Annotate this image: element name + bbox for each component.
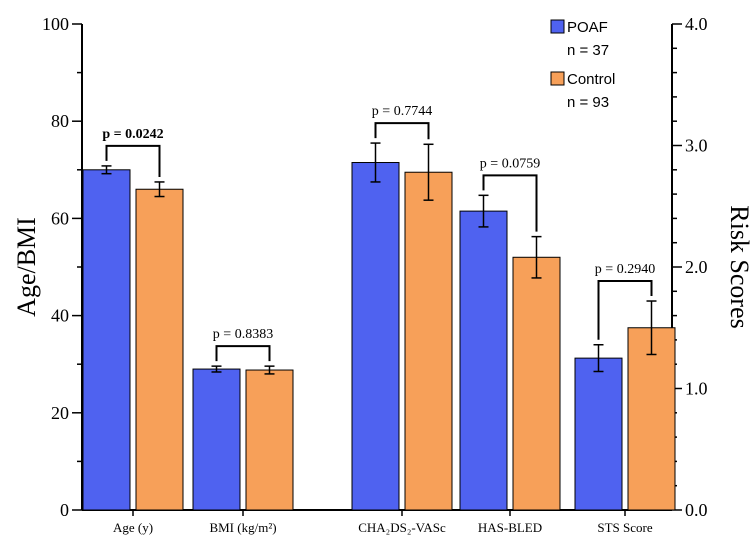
bar-poaf (351, 162, 400, 511)
legend-label: Control (567, 71, 615, 88)
legend: POAF n = 37 Control n = 93 (550, 19, 615, 111)
left-axis-title: Age/BMI (12, 217, 41, 317)
p-value-label: p = 0.7744 (372, 104, 432, 119)
p-value-label: p = 0.2940 (595, 262, 655, 277)
right-tick-label: 4.0 (685, 14, 708, 34)
error-bar (370, 142, 381, 183)
significance-bracket (482, 174, 538, 232)
right-axis-title: Risk Scores (725, 205, 750, 329)
bar-poaf (459, 210, 508, 511)
category-label: Age (y) (113, 520, 153, 535)
error-bar (423, 143, 434, 201)
category-label: BMI (kg/m²) (209, 520, 276, 535)
legend-n-label: n = 37 (567, 42, 609, 59)
category-labels: Age (y) BMI (kg/m²) CHA₂DS₂-VASc HAS-BLED ST… (113, 510, 653, 535)
left-tick-label: 40 (51, 306, 69, 326)
error-bar (531, 235, 542, 279)
left-tick-label: 0 (60, 500, 69, 520)
bar-poaf (574, 357, 623, 511)
error-bar (101, 165, 112, 175)
right-tick-label: 0.0 (685, 500, 708, 520)
significance-brackets: p = 0.0242 p = 0.8383 p = 0.7744 p = 0.0759… (102, 104, 655, 362)
p-value-label: p = 0.8383 (213, 327, 273, 342)
bar-control (404, 171, 453, 511)
legend-swatch-control (550, 71, 565, 86)
error-bar (211, 365, 222, 373)
right-tick-label: 3.0 (685, 136, 708, 156)
significance-bracket (215, 345, 271, 362)
error-bar (646, 300, 657, 356)
bar-control (245, 369, 294, 511)
left-tick-label: 20 (51, 403, 69, 423)
category-label: HAS-BLED (478, 520, 542, 535)
bar-control (627, 327, 676, 511)
bars (82, 142, 676, 511)
legend-swatch-poaf (550, 19, 565, 34)
left-tick-label: 80 (51, 111, 69, 131)
error-bar (154, 181, 165, 198)
right-tick-label: 1.0 (685, 379, 708, 399)
right-y-axis: 0.0 1.0 2.0 3.0 4.0 (671, 14, 708, 520)
left-tick-label: 60 (51, 208, 69, 228)
bar-control (512, 256, 561, 511)
p-value-label: p = 0.0759 (480, 156, 540, 171)
category-label: CHA₂DS₂-VASc (358, 520, 446, 535)
bar-control (135, 188, 184, 511)
significance-bracket (374, 122, 430, 140)
significance-bracket (597, 280, 653, 340)
significance-bracket (105, 144, 161, 177)
bar-poaf (192, 368, 241, 511)
legend-n-label: n = 93 (567, 94, 609, 111)
left-y-axis: 0 20 40 60 80 100 (42, 14, 83, 520)
bar-poaf (82, 169, 131, 511)
left-tick-label: 100 (42, 14, 69, 34)
error-bar (593, 344, 604, 373)
category-label: STS Score (597, 520, 652, 535)
error-bar (264, 365, 275, 375)
error-bar (478, 194, 489, 228)
legend-label: POAF (567, 19, 608, 36)
p-value-label: p = 0.0242 (102, 127, 163, 142)
right-tick-label: 2.0 (685, 257, 708, 277)
